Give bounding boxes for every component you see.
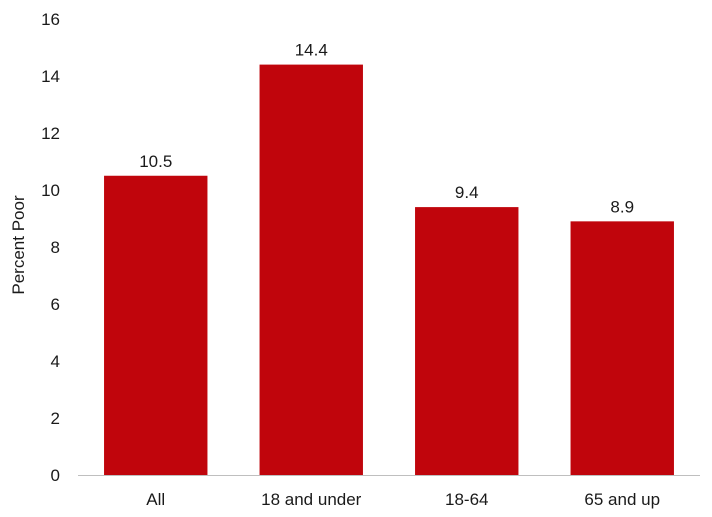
- bar-data-label: 10.5: [139, 152, 172, 171]
- bar: [415, 207, 519, 475]
- x-tick-label: 18-64: [445, 490, 488, 509]
- bar: [259, 64, 363, 475]
- x-axis-ticks: All 18 and under 18-64 65 and up: [146, 490, 660, 509]
- y-tick-label: 12: [41, 124, 60, 143]
- bars: [104, 64, 674, 475]
- bar: [570, 221, 674, 475]
- y-tick-label: 4: [51, 352, 60, 371]
- y-tick-label: 14: [41, 67, 60, 86]
- x-tick-label: All: [146, 490, 165, 509]
- bar: [104, 175, 208, 475]
- bar-data-label: 14.4: [295, 41, 328, 60]
- bar-data-label: 8.9: [610, 197, 634, 216]
- y-tick-label: 0: [51, 466, 60, 485]
- y-tick-label: 10: [41, 181, 60, 200]
- y-axis-title-group: Percent Poor: [9, 195, 28, 295]
- y-axis-title: Percent Poor: [9, 195, 28, 295]
- x-tick-label: 18 and under: [261, 490, 362, 509]
- x-tick-label: 65 and up: [584, 490, 660, 509]
- y-tick-label: 16: [41, 10, 60, 29]
- y-tick-label: 8: [51, 238, 60, 257]
- y-axis-ticks: 0 2 4 6 8 10 12 14 16: [41, 10, 60, 485]
- bar-data-labels: 10.5 14.4 9.4 8.9: [139, 41, 634, 217]
- bar-data-label: 9.4: [455, 183, 479, 202]
- y-tick-label: 2: [51, 409, 60, 428]
- y-tick-label: 6: [51, 295, 60, 314]
